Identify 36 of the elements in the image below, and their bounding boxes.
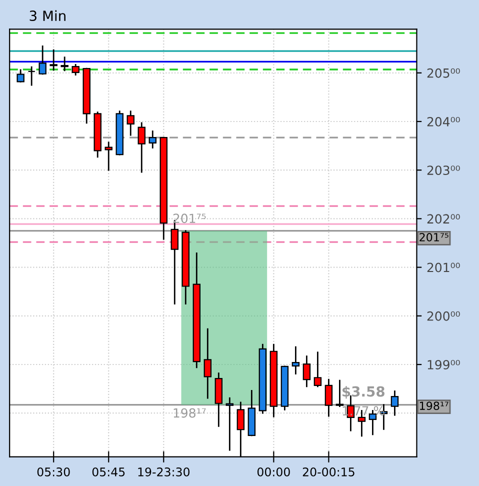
x-tick-label: 00:00 <box>257 467 290 476</box>
ref-line-label: 198¹⁷ <box>420 402 448 410</box>
candlestick <box>148 130 156 148</box>
candlestick <box>336 380 344 407</box>
candlestick <box>16 69 24 82</box>
candlestick <box>204 328 212 399</box>
y-tick-label: 200⁰⁰ <box>427 311 460 321</box>
chart-title: 3 Min <box>30 10 66 22</box>
annotation: 201⁷⁵ <box>173 214 206 224</box>
y-tick-label: 203⁰⁰ <box>427 166 460 176</box>
candlestick <box>324 378 333 417</box>
y-tick-label: 199⁰⁰ <box>428 360 460 370</box>
candlestick <box>292 346 300 374</box>
candlestick <box>126 110 134 136</box>
candlestick <box>38 45 46 75</box>
candlestick <box>28 66 36 86</box>
candlestick <box>104 142 112 171</box>
y-tick-label: 205⁰⁰ <box>427 68 460 78</box>
x-tick-label: 05:30 <box>37 467 70 476</box>
y-tick-label: 204⁰⁰ <box>427 116 460 126</box>
ref-line-label: 201⁷⁵ <box>420 232 448 242</box>
y-tick-label: 202⁰⁰ <box>427 214 460 224</box>
candlestick <box>50 49 58 71</box>
candlestick <box>60 56 68 72</box>
x-tick-label: 05:45 <box>92 467 125 476</box>
x-tick-label: 19-23:30 <box>138 467 190 476</box>
candlestick <box>390 390 399 416</box>
candlestick <box>226 397 234 451</box>
candlestick <box>138 122 146 173</box>
candlestick <box>72 64 80 76</box>
x-tick-label: 20-00:15 <box>302 467 354 476</box>
annotation: $3.58 <box>342 386 384 399</box>
y-tick-label: 201⁰⁰ <box>427 262 460 272</box>
annotation: 198¹⁷ <box>174 408 206 418</box>
candlestick <box>314 352 322 388</box>
candlestick <box>302 356 311 388</box>
